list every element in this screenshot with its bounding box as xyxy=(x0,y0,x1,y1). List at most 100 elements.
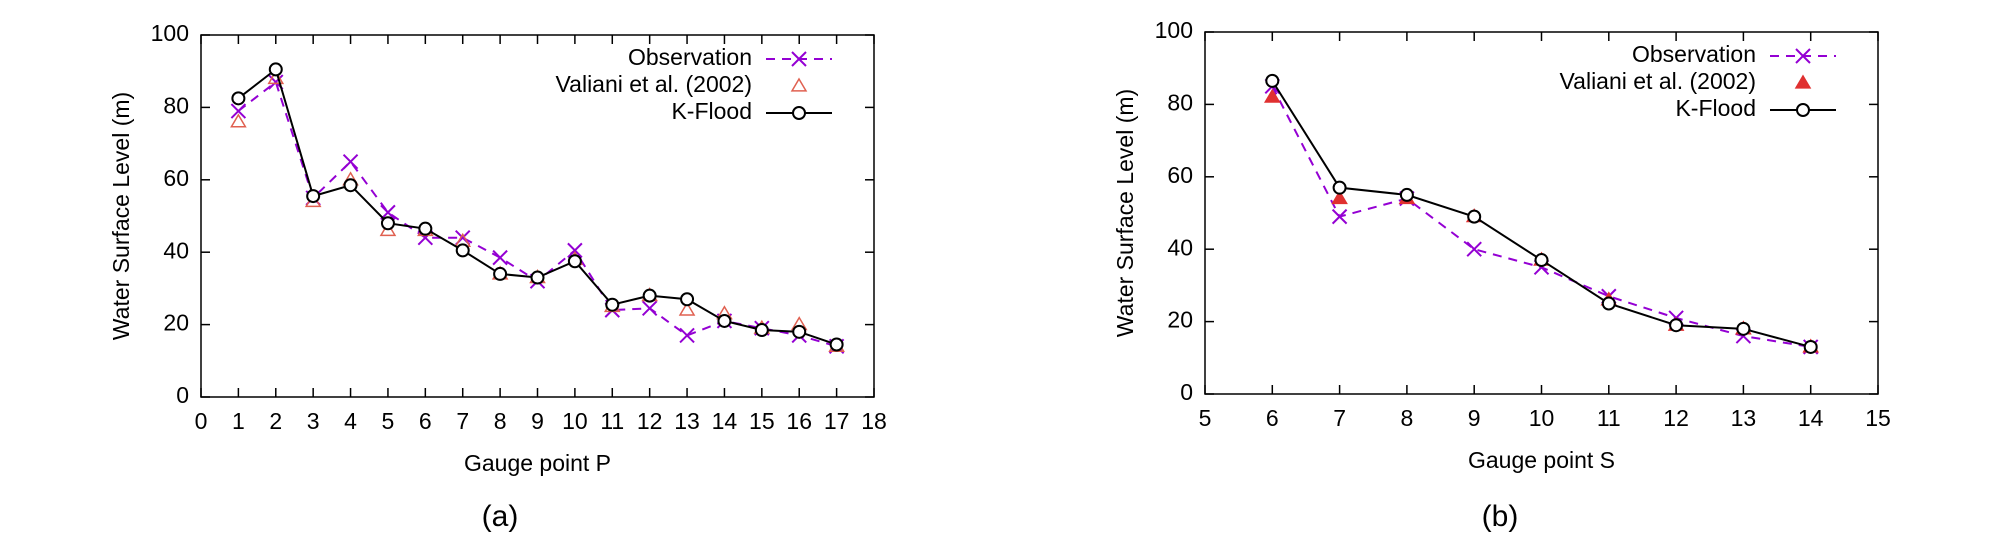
x-tick-label: 8 xyxy=(494,408,507,434)
x-tick-label: 14 xyxy=(712,408,738,434)
y-tick-label: 100 xyxy=(1155,17,1193,43)
marker-circle xyxy=(642,288,657,303)
y-tick-label: 0 xyxy=(176,382,189,408)
caption: (b) xyxy=(1482,500,1519,533)
marker-circle xyxy=(1332,180,1347,195)
marker-circle xyxy=(231,91,246,106)
marker-x xyxy=(1795,48,1811,64)
marker-circle xyxy=(754,323,769,338)
x-tick-label: 0 xyxy=(195,408,208,434)
x-tick-label: 4 xyxy=(344,408,357,434)
marker-circle xyxy=(1265,73,1280,88)
x-tick-label: 5 xyxy=(382,408,395,434)
marker-circle xyxy=(343,178,358,193)
y-tick-label: 100 xyxy=(151,20,189,46)
legend-label: Valiani et al. (2002) xyxy=(556,71,752,97)
marker-circle xyxy=(1601,296,1616,311)
x-tick-label: 12 xyxy=(637,408,663,434)
marker-circle xyxy=(306,189,321,204)
marker-circle xyxy=(380,216,395,231)
marker-circle xyxy=(418,221,433,236)
marker-triangle xyxy=(1331,190,1348,205)
y-tick-label: 60 xyxy=(163,165,189,191)
x-tick-label: 6 xyxy=(419,408,432,434)
marker-triangle xyxy=(678,301,696,316)
legend-label: K-Flood xyxy=(671,98,752,124)
marker-circle xyxy=(792,324,807,339)
marker-x xyxy=(342,153,359,170)
y-tick-label: 40 xyxy=(1167,234,1193,260)
x-tick-label: 6 xyxy=(1266,405,1279,431)
marker-x xyxy=(567,242,583,259)
y-tick-label: 40 xyxy=(163,237,189,263)
marker-circle xyxy=(455,243,470,258)
marker-x xyxy=(1466,241,1482,257)
x-tick-label: 18 xyxy=(861,408,887,434)
marker-x xyxy=(791,51,807,67)
marker-x xyxy=(1331,208,1348,225)
x-tick-label: 13 xyxy=(1731,405,1757,431)
marker-triangle xyxy=(1794,74,1812,89)
marker-x xyxy=(641,300,658,317)
marker-circle xyxy=(1796,103,1810,117)
y-tick-label: 80 xyxy=(1167,89,1193,115)
y-tick-label: 20 xyxy=(1167,307,1193,333)
x-axis-label: Gauge point P xyxy=(464,450,611,476)
marker-triangle xyxy=(230,113,247,128)
x-tick-label: 2 xyxy=(269,408,282,434)
marker-x xyxy=(230,103,247,119)
legend-label: Observation xyxy=(1632,41,1756,67)
x-tick-label: 9 xyxy=(1468,405,1481,431)
marker-circle xyxy=(605,297,620,312)
marker-circle xyxy=(680,292,695,307)
x-tick-label: 14 xyxy=(1798,405,1824,431)
marker-circle xyxy=(493,266,508,281)
marker-circle xyxy=(268,62,283,77)
plot-frame xyxy=(200,34,875,398)
marker-circle xyxy=(1736,321,1751,336)
y-tick-label: 0 xyxy=(1180,379,1193,405)
legend-label: K-Flood xyxy=(1675,95,1756,121)
marker-triangle xyxy=(267,69,285,85)
x-tick-label: 16 xyxy=(786,408,812,434)
marker-x xyxy=(492,249,508,266)
legend-label: Valiani et al. (2002) xyxy=(1560,68,1756,94)
x-axis-label: Gauge point S xyxy=(1468,447,1615,473)
marker-triangle xyxy=(790,77,808,92)
marker-circle xyxy=(717,313,732,328)
x-tick-label: 15 xyxy=(1865,405,1891,431)
x-tick-label: 8 xyxy=(1401,405,1414,431)
x-tick-label: 7 xyxy=(456,408,469,434)
legend-label: Observation xyxy=(628,44,752,70)
marker-circle xyxy=(829,337,844,352)
plot-frame xyxy=(1204,31,1879,395)
marker-x xyxy=(679,327,695,344)
marker-x xyxy=(380,204,396,221)
marker-circle xyxy=(792,106,806,120)
y-axis-label: Water Surface Level (m) xyxy=(108,92,134,340)
marker-circle xyxy=(1399,187,1414,202)
x-tick-label: 10 xyxy=(1529,405,1555,431)
x-tick-label: 3 xyxy=(307,408,320,434)
marker-circle xyxy=(1467,209,1482,224)
x-tick-label: 17 xyxy=(824,408,850,434)
y-axis-label: Water Surface Level (m) xyxy=(1112,89,1138,337)
x-tick-label: 12 xyxy=(1663,405,1689,431)
x-tick-label: 5 xyxy=(1199,405,1212,431)
x-tick-label: 11 xyxy=(600,408,624,434)
x-tick-label: 15 xyxy=(749,408,775,434)
marker-circle xyxy=(530,270,545,285)
x-tick-label: 7 xyxy=(1333,405,1346,431)
marker-circle xyxy=(1534,253,1549,268)
marker-triangle xyxy=(1263,88,1281,103)
y-tick-label: 60 xyxy=(1167,162,1193,188)
x-tick-label: 11 xyxy=(1597,405,1621,431)
caption: (a) xyxy=(482,500,519,533)
marker-triangle xyxy=(379,222,397,237)
series-line xyxy=(1271,85,1811,348)
x-tick-label: 10 xyxy=(562,408,588,434)
marker-circle xyxy=(1669,318,1684,333)
x-tick-label: 9 xyxy=(531,408,544,434)
chart: 0 20 40 60 80 100 5 6 7 8 9 10 11 12 13 14 15 Gauge point… xyxy=(1112,17,1891,533)
